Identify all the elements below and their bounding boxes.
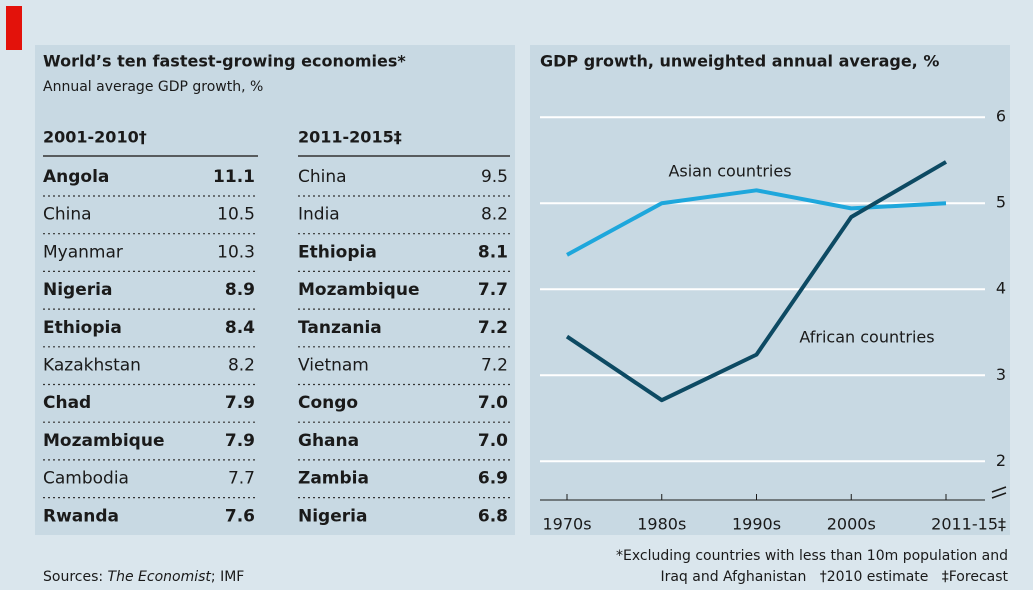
y-tick-label: 2 bbox=[996, 451, 1006, 470]
row-name: China bbox=[298, 167, 347, 187]
row-value: 7.0 bbox=[478, 431, 508, 451]
row-name: India bbox=[298, 205, 340, 225]
row-value: 6.9 bbox=[478, 469, 508, 489]
row-value: 7.7 bbox=[478, 280, 508, 300]
x-tick-label: 2011-15‡ bbox=[931, 515, 1006, 534]
row-name: Chad bbox=[43, 393, 91, 413]
row-value: 8.2 bbox=[228, 356, 255, 376]
row-name: Ghana bbox=[298, 431, 359, 451]
row-name: Nigeria bbox=[298, 506, 367, 526]
x-tick-label: 2000s bbox=[827, 515, 876, 534]
row-name: Myanmar bbox=[43, 242, 123, 262]
row-name: Tanzania bbox=[298, 318, 382, 338]
sources-prefix: Sources: bbox=[43, 569, 108, 585]
x-tick-label: 1980s bbox=[637, 515, 686, 534]
red-tab bbox=[6, 6, 22, 50]
y-tick-label: 3 bbox=[996, 365, 1006, 384]
row-name: Nigeria bbox=[43, 280, 112, 300]
row-name: Mozambique bbox=[43, 431, 164, 451]
row-name: Rwanda bbox=[43, 506, 119, 526]
row-value: 7.9 bbox=[225, 393, 255, 413]
row-value: 6.8 bbox=[478, 506, 508, 526]
row-name: Cambodia bbox=[43, 469, 129, 489]
row-value: 7.0 bbox=[478, 393, 508, 413]
row-name: Vietnam bbox=[298, 356, 369, 376]
row-name: Kazakhstan bbox=[43, 356, 141, 376]
axis-break bbox=[991, 486, 1007, 499]
x-tick-label: 1970s bbox=[542, 515, 591, 534]
row-value: 11.1 bbox=[213, 167, 255, 187]
y-tick-label: 6 bbox=[996, 107, 1006, 126]
row-value: 7.2 bbox=[481, 356, 508, 376]
chart-title: GDP growth, unweighted annual average, % bbox=[540, 52, 939, 71]
row-name: Zambia bbox=[298, 469, 369, 489]
sources-publication: The Economist bbox=[108, 569, 212, 585]
sources-suffix: ; IMF bbox=[211, 569, 244, 585]
y-tick-label: 5 bbox=[996, 193, 1006, 212]
table-subtitle: Annual average GDP growth, % bbox=[43, 79, 263, 95]
footnote: *Excluding countries with less than 10m … bbox=[616, 548, 1008, 564]
row-value: 10.5 bbox=[217, 205, 255, 225]
row-name: Congo bbox=[298, 393, 358, 413]
row-value: 8.4 bbox=[225, 318, 255, 338]
series-label: Asian countries bbox=[668, 162, 791, 181]
x-tick-label: 1990s bbox=[732, 515, 781, 534]
row-value: 7.7 bbox=[228, 469, 255, 489]
column-header: 2001-2010† bbox=[43, 128, 147, 147]
row-value: 10.3 bbox=[217, 242, 255, 262]
column-header: 2011-2015‡ bbox=[298, 128, 402, 147]
y-tick-label: 4 bbox=[996, 279, 1006, 298]
row-name: Mozambique bbox=[298, 280, 419, 300]
row-value: 8.1 bbox=[478, 242, 508, 262]
row-name: Ethiopia bbox=[43, 318, 122, 338]
series-label: African countries bbox=[799, 328, 934, 347]
row-name: China bbox=[43, 205, 92, 225]
row-value: 8.9 bbox=[225, 280, 255, 300]
footnote: Iraq and Afghanistan †2010 estimate ‡For… bbox=[660, 569, 1008, 585]
row-value: 8.2 bbox=[481, 205, 508, 225]
series-line bbox=[566, 188, 947, 257]
row-value: 7.2 bbox=[478, 318, 508, 338]
row-value: 7.6 bbox=[225, 506, 255, 526]
row-name: Angola bbox=[43, 167, 109, 187]
table-title: World’s ten fastest-growing economies* bbox=[43, 52, 406, 71]
series-line bbox=[565, 160, 948, 403]
table-panel bbox=[35, 45, 515, 535]
sources: Sources: The Economist; IMF bbox=[43, 569, 244, 585]
row-value: 7.9 bbox=[225, 431, 255, 451]
row-value: 9.5 bbox=[481, 167, 508, 187]
row-name: Ethiopia bbox=[298, 242, 377, 262]
